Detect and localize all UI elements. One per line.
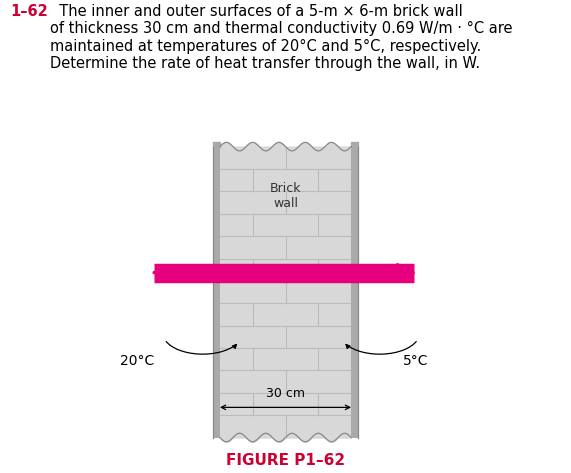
Text: Brick
wall: Brick wall bbox=[270, 182, 301, 210]
Text: 5°C: 5°C bbox=[403, 354, 428, 368]
Bar bbox=[220, 147, 351, 438]
Bar bbox=[213, 147, 220, 438]
Text: 30 cm: 30 cm bbox=[266, 387, 305, 400]
Text: The inner and outer surfaces of a 5-m × 6-m brick wall
of thickness 30 cm and th: The inner and outer surfaces of a 5-m × … bbox=[50, 4, 513, 71]
Text: FIGURE P1–62: FIGURE P1–62 bbox=[226, 453, 345, 468]
Text: 1–62: 1–62 bbox=[10, 4, 48, 19]
Bar bbox=[351, 147, 358, 438]
Text: 20°C: 20°C bbox=[120, 354, 154, 368]
